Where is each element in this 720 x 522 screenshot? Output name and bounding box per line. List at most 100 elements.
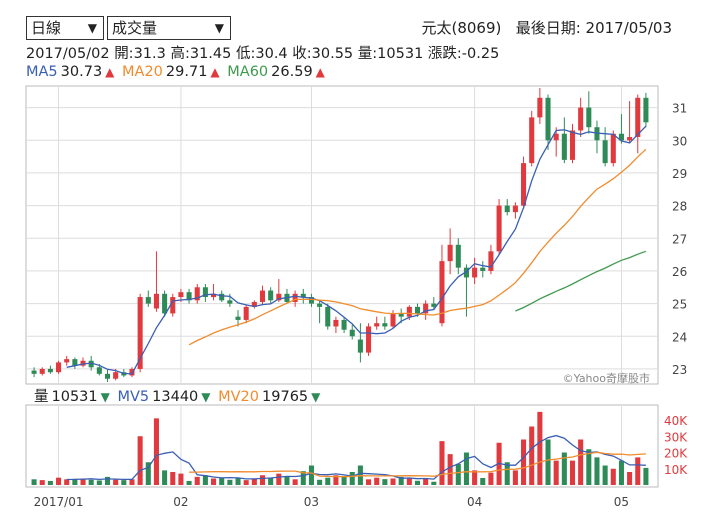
vol-value: 10531: [51, 389, 98, 405]
volume-bar: [227, 479, 233, 485]
volume-bar: [178, 473, 184, 485]
volume-bar: [341, 476, 347, 485]
ohlc-change: 漲跌:-0.25: [427, 46, 500, 62]
candle-body: [72, 359, 78, 366]
volume-bar: [121, 480, 127, 485]
vol-label: 量: [34, 389, 49, 405]
volume-bar: [431, 481, 437, 485]
volume-tick-label: 30K: [664, 430, 688, 444]
volume-bar: [325, 477, 331, 485]
candle-body: [447, 244, 453, 262]
volume-bar: [349, 472, 355, 485]
mv5-arrow-icon: ▼: [201, 390, 211, 404]
volume-bar: [529, 426, 535, 485]
candle-body: [374, 323, 380, 327]
candle-body: [178, 292, 184, 298]
ma5-arrow-icon: ▲: [105, 65, 115, 79]
indicator-select[interactable]: 成交量 ▼: [107, 16, 231, 40]
stock-title: 元太(8069): [421, 19, 502, 37]
candle-body: [243, 306, 249, 320]
candle-body: [398, 313, 404, 317]
volume-tick-label: 40K: [664, 414, 688, 428]
volume-legend: 量 10531 ▼ MV5 13440 ▼ MV20 19765 ▼: [34, 385, 323, 406]
volume-bar: [374, 477, 380, 485]
candle-body: [439, 261, 445, 324]
volume-bar: [366, 479, 372, 485]
time-tick-label: 2017/01: [34, 495, 84, 509]
period-select[interactable]: 日線 ▼: [26, 16, 104, 40]
volume-bar: [423, 478, 429, 485]
candle-body: [300, 293, 306, 298]
candle-body: [325, 306, 331, 327]
candle-body: [308, 297, 314, 304]
candle-body: [137, 297, 143, 369]
candle-body: [153, 293, 159, 309]
price-tick-label: 23: [672, 363, 687, 377]
candle-body: [341, 319, 347, 330]
candle-body: [602, 140, 608, 164]
volume-bar: [602, 465, 608, 485]
ohlc-volume: 量:10531: [357, 46, 424, 62]
ma5-label: MA5: [26, 64, 58, 80]
price-tick-label: 29: [672, 167, 687, 181]
price-tick-label: 25: [672, 298, 687, 312]
ma5-value: 30.73: [60, 64, 103, 80]
volume-bar: [390, 478, 396, 485]
ma5-line: [66, 125, 647, 375]
candle-body: [569, 130, 576, 160]
candle-body: [56, 362, 62, 373]
volume-bar: [104, 476, 111, 485]
price-tick-label: 30: [672, 134, 687, 148]
indicator-select-value: 成交量: [112, 19, 158, 37]
volume-tick-label: 20K: [664, 447, 688, 461]
candle-body: [235, 316, 241, 320]
candle-body: [317, 303, 323, 307]
volume-bar: [569, 460, 576, 485]
ma60-label: MA60: [227, 64, 269, 80]
candle-body: [635, 97, 641, 137]
volume-bar: [113, 479, 119, 485]
volume-bar: [333, 475, 339, 485]
candle-body: [390, 313, 396, 327]
time-tick-label: 04: [467, 495, 482, 509]
volume-bar: [276, 473, 282, 485]
ma60-line: [515, 250, 647, 312]
candle-body: [423, 303, 429, 314]
volume-bar: [455, 463, 461, 485]
candle-body: [268, 290, 274, 301]
candle-body: [211, 293, 217, 298]
ma20-value: 29.71: [165, 64, 208, 80]
volume-bar: [153, 418, 159, 485]
volume-bar: [610, 468, 616, 485]
candle-body: [586, 107, 592, 128]
volume-bar: [186, 480, 192, 485]
chart-header: 元太(8069) 最後日期: 2017/05/03: [421, 17, 672, 38]
volume-bar: [194, 476, 200, 485]
candle-body: [553, 133, 559, 141]
volume-bar: [300, 471, 306, 485]
candle-body: [292, 293, 298, 302]
volume-bar: [170, 472, 176, 485]
volume-bar: [235, 478, 241, 485]
watermark: ©Yahoo奇摩股市: [563, 371, 650, 385]
last-date-label: 最後日期:: [515, 19, 581, 37]
candle-body: [627, 137, 633, 141]
volume-bar: [618, 460, 624, 485]
candle-body: [96, 367, 102, 374]
time-tick-label: 03: [304, 495, 319, 509]
candle-body: [366, 326, 372, 353]
volume-bar: [504, 462, 510, 485]
volume-bar: [635, 457, 641, 485]
candle-body: [104, 373, 111, 379]
candle-body: [219, 293, 225, 301]
candle-body: [488, 251, 494, 271]
candle-body: [431, 303, 437, 307]
candle-body: [382, 323, 388, 327]
candle-body: [618, 133, 624, 141]
ohlc-readout: 2017/05/02 開:31.3 高:31.45 低:30.4 收:30.55…: [26, 42, 499, 63]
volume-bar: [512, 470, 518, 485]
candle-body: [129, 368, 135, 376]
volume-bar: [259, 475, 266, 485]
ohlc-date: 2017/05/02: [26, 46, 110, 62]
